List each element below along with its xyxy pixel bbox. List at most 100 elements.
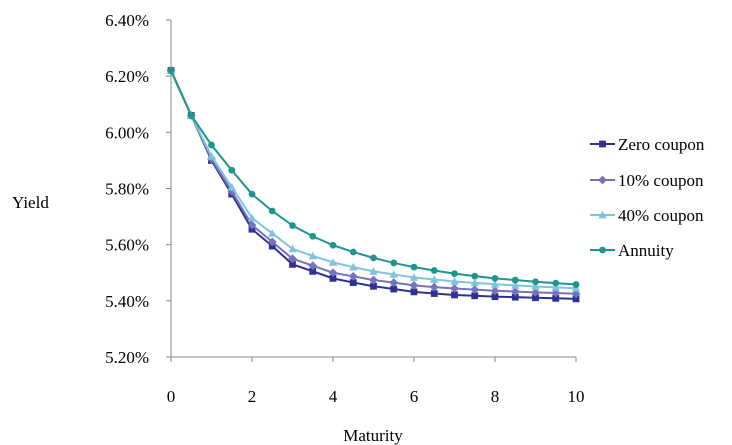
legend-label: 10% coupon [618,171,704,190]
data-point [370,254,377,262]
data-point [329,274,337,282]
data-point [267,237,277,247]
data-point [390,259,398,267]
series-layer [166,66,581,303]
data-point [369,275,378,285]
data-point [410,288,418,296]
data-point [288,244,297,253]
data-point [571,289,581,299]
data-point [470,285,480,294]
legend-marker [599,140,606,148]
legend-label: Annuity [618,241,674,260]
data-point [268,229,277,237]
data-point [552,279,560,287]
data-point [247,213,257,222]
data-point [208,141,215,149]
data-point [329,241,337,249]
legend: Zero coupon 10% coupon 40% coupon Annuity [590,135,705,260]
data-point [268,207,276,215]
data-point [328,258,338,266]
x-tick-label: 2 [248,387,257,406]
y-tick-label: 6.40% [105,11,149,30]
legend-marker [599,246,606,254]
data-point [511,293,519,301]
data-point [451,270,458,277]
data-point [532,294,539,302]
data-point [531,282,540,290]
data-point [491,274,499,282]
series-annuity [167,67,580,288]
data-point [450,277,459,285]
data-point [430,267,438,274]
data-point [390,285,398,293]
data-point [409,273,419,281]
data-point [552,294,560,302]
data-point [532,278,539,286]
data-point [551,283,560,291]
data-point [309,232,317,240]
data-point [510,287,520,296]
data-point [511,281,520,289]
y-axis-title: Yield [12,193,49,212]
data-point [572,295,580,303]
x-axis-ticks: 0 2 4 6 8 10 [167,357,585,406]
data-point [491,293,499,301]
data-point [308,251,317,260]
data-point [490,286,500,296]
y-tick-label: 5.40% [105,292,149,311]
data-point [471,272,479,280]
x-tick-label: 6 [410,387,419,406]
data-point [349,248,357,256]
data-point [551,288,561,298]
y-tick-label: 6.20% [105,67,149,86]
y-tick-label: 5.20% [105,348,149,367]
data-point [207,152,216,160]
data-point [328,268,338,278]
y-tick-label: 5.60% [105,236,149,255]
data-point [470,278,479,287]
data-point [490,280,500,288]
legend-marker [598,210,607,219]
data-point [289,260,296,268]
x-tick-label: 4 [329,387,338,406]
data-point [247,220,257,230]
data-point [409,280,419,290]
legend-marker [598,175,607,185]
data-point [430,275,439,283]
data-point [572,281,580,288]
x-tick-label: 10 [568,387,585,406]
data-point [430,290,438,297]
legend-item: Annuity [590,241,674,260]
series-line [170,70,577,286]
data-point [348,272,358,281]
legend-item: 40% coupon [590,206,704,225]
y-axis-ticks: 5.20% 5.40% 5.60% 5.80% 6.00% 6.20% 6.40% [105,11,171,367]
data-point [308,261,318,271]
legend-label: 40% coupon [618,206,704,225]
data-point [389,270,398,278]
data-point [369,267,378,275]
data-point [410,263,418,271]
x-axis-title: Maturity [343,426,403,445]
data-point [187,112,195,119]
data-point [309,267,317,275]
data-point [511,276,519,284]
data-point [450,284,459,293]
data-point [429,282,439,292]
data-point [451,291,458,299]
y-tick-label: 5.80% [105,180,149,199]
data-point [289,222,296,229]
data-point [389,278,399,287]
data-point [288,254,297,264]
legend-item: 10% coupon [590,171,704,190]
data-point [349,279,357,286]
data-point [228,166,236,174]
data-point [370,282,377,290]
data-point [248,190,256,198]
x-tick-label: 8 [491,387,500,406]
data-point [227,182,236,191]
y-tick-label: 6.00% [105,123,149,142]
data-point [167,67,175,74]
x-tick-label: 0 [167,387,176,406]
